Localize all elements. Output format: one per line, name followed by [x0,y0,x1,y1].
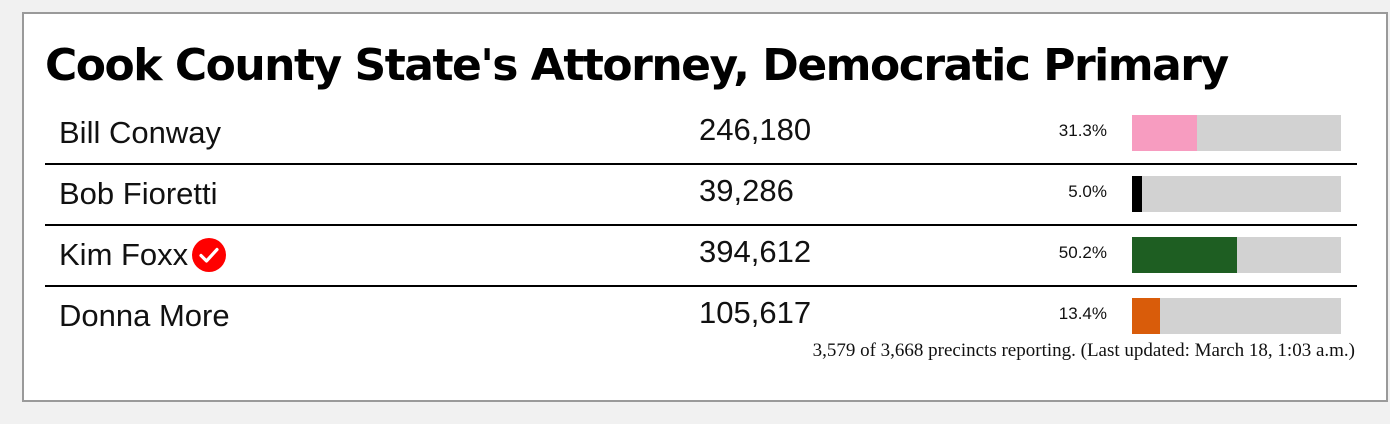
candidate-name-cell: Bill Conway [59,114,221,152]
candidate-name: Bill Conway [59,115,221,150]
candidate-row: Bob Fioretti 39,286 5.0% [45,165,1357,226]
percent-bar-track [1132,298,1341,334]
check-circle-icon [192,238,227,272]
candidate-row: Kim Foxx 394,612 50.2% [45,226,1357,287]
candidate-votes: 105,617 [699,295,812,330]
race-title: Cook County State's Attorney, Democratic… [45,40,1229,91]
candidate-percent: 31.3% [1058,121,1107,140]
percent-bar-fill [1132,298,1160,334]
candidate-row: Bill Conway 246,180 31.3% [45,104,1357,165]
candidate-name-cell: Donna More [59,297,230,335]
percent-bar-track [1132,176,1341,212]
candidate-percent: 5.0% [1068,182,1107,201]
precincts-reporting-note: 3,579 of 3,668 precincts reporting. (Las… [812,340,1355,361]
candidate-votes: 246,180 [699,112,812,147]
candidate-name-cell: Kim Foxx [59,236,227,274]
percent-bar-track [1132,237,1341,273]
candidate-name-cell: Bob Fioretti [59,175,218,213]
candidate-name: Bob Fioretti [59,176,218,211]
candidate-percent: 50.2% [1058,243,1107,262]
candidate-name: Kim Foxx [59,237,189,272]
candidate-votes: 39,286 [699,173,794,208]
results-card: Cook County State's Attorney, Democratic… [22,12,1388,402]
percent-bar-fill [1132,115,1198,151]
candidate-votes: 394,612 [699,234,812,269]
percent-bar-fill [1132,176,1143,212]
results-list: Bill Conway 246,180 31.3% Bob Fioretti 3… [45,104,1357,346]
percent-bar-track [1132,115,1341,151]
candidate-row: Donna More 105,617 13.4% [45,287,1357,346]
candidate-name: Donna More [59,298,230,333]
percent-bar-fill [1132,237,1237,273]
candidate-percent: 13.4% [1058,304,1107,323]
